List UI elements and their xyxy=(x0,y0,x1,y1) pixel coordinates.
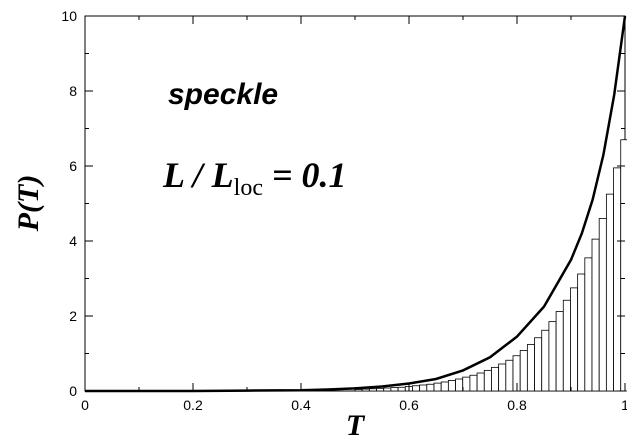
y-tick-label: 0 xyxy=(69,383,77,399)
theory-curve xyxy=(85,15,627,393)
x-tick-label: 0.2 xyxy=(183,397,203,413)
histogram-bar xyxy=(548,321,557,392)
x-tick-label: 0 xyxy=(81,397,89,413)
histogram-bar xyxy=(462,376,471,392)
histogram-bar xyxy=(534,337,543,392)
histogram-bar xyxy=(570,287,579,392)
x-tick-label: 1 xyxy=(621,397,627,413)
histogram-bar xyxy=(397,386,406,392)
histogram-bars xyxy=(354,139,627,392)
histogram-bar xyxy=(562,299,571,392)
histogram-bar xyxy=(555,311,564,392)
histogram-bar xyxy=(476,372,485,392)
ratio-sub: loc xyxy=(234,175,263,201)
histogram-bar xyxy=(412,385,421,392)
histogram-bar xyxy=(455,378,464,392)
y-tick-label: 6 xyxy=(69,158,77,174)
histogram-bar xyxy=(376,387,385,392)
y-tick-label: 10 xyxy=(61,8,77,24)
histogram-bar xyxy=(541,329,550,392)
y-tick-label: 4 xyxy=(69,233,77,249)
histogram-bar xyxy=(469,374,478,392)
histogram-bar xyxy=(354,389,363,392)
plot-area xyxy=(84,15,626,392)
histogram-bar xyxy=(440,381,449,392)
histogram-bar xyxy=(361,388,370,392)
histogram-bar xyxy=(577,273,586,392)
histogram-bar xyxy=(505,359,514,392)
x-ticks: 0 0.2 0.4 0.6 0.8 1 xyxy=(81,16,627,413)
histogram-bar xyxy=(605,193,614,392)
y-tick-label: 8 xyxy=(69,83,77,99)
histogram-bar xyxy=(519,350,528,392)
histogram-bar xyxy=(584,257,593,392)
x-tick-label: 0.6 xyxy=(399,397,419,413)
y-tick-label: 2 xyxy=(69,308,77,324)
x-tick-label: 0.4 xyxy=(291,397,311,413)
annotation-ratio: L / Lloc = 0.1 xyxy=(162,155,347,201)
ratio-l: L / L xyxy=(162,155,234,195)
histogram-bar xyxy=(383,387,392,392)
histogram-bar xyxy=(447,380,456,392)
x-axis-title: T xyxy=(346,409,366,439)
histogram-bar xyxy=(526,344,535,392)
histogram-bar xyxy=(591,238,600,392)
histogram-bar xyxy=(368,388,377,392)
histogram-bar xyxy=(419,384,428,392)
histogram-bar xyxy=(598,218,607,392)
y-ticks: 0 2 4 6 8 10 xyxy=(61,8,625,399)
x-tick-label: 0.8 xyxy=(507,397,527,413)
histogram-bar xyxy=(498,363,507,392)
histogram-bar xyxy=(426,383,435,392)
ratio-value: = 0.1 xyxy=(263,155,347,195)
y-axis-title: P(T) xyxy=(12,175,45,233)
histogram-bar xyxy=(483,369,492,392)
histogram-bar xyxy=(613,167,622,392)
histogram-bar xyxy=(390,387,399,392)
histogram-bar xyxy=(491,366,500,392)
annotation-speckle: speckle xyxy=(168,78,278,111)
histogram-bar xyxy=(433,382,442,392)
